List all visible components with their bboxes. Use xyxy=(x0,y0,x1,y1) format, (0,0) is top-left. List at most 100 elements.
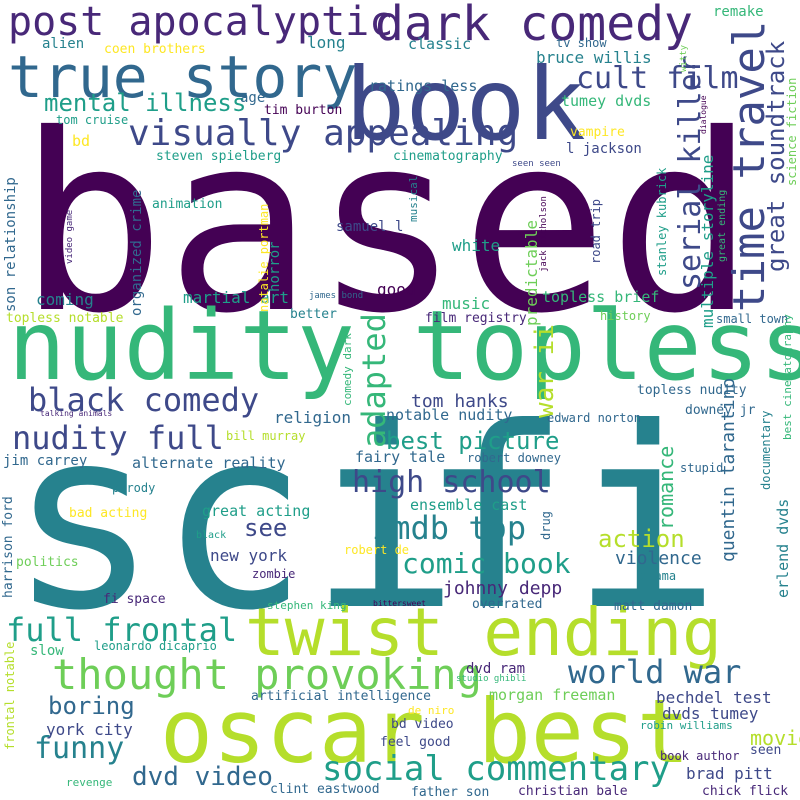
word-dark-comedy: dark comedy xyxy=(375,0,693,52)
word-book-author: book author xyxy=(660,749,740,763)
word-book: book xyxy=(345,46,586,163)
word-best-cinematography: best cinematography xyxy=(781,314,794,440)
word-coen-brothers: coen brothers xyxy=(104,42,206,57)
word-animation: animation xyxy=(152,197,223,212)
word-cinematography: cinematography xyxy=(393,149,503,164)
word-boring: boring xyxy=(48,692,135,720)
word-see: see xyxy=(244,514,288,542)
word-funny: funny xyxy=(34,731,125,766)
word-thought-provoking: thought provoking xyxy=(52,650,482,699)
word-vampire: vampire xyxy=(570,125,625,140)
word-high-school: high school xyxy=(352,465,551,500)
word-zombie: zombie xyxy=(252,567,296,581)
word-based: based xyxy=(18,82,756,367)
word-edward-norton: edward norton xyxy=(547,411,641,425)
word-multiple-storyline: multiple storyline xyxy=(698,154,717,328)
word-clint-eastwood: clint eastwood xyxy=(270,782,380,797)
word-de-niro: de niro xyxy=(408,704,455,717)
word-twist-ending: twist ending xyxy=(245,594,722,671)
word-fi-space: fi space xyxy=(103,592,166,607)
word-music: music xyxy=(442,294,491,313)
word-steven-spielberg: steven spielberg xyxy=(156,149,282,164)
word-good: good xyxy=(377,280,416,299)
word-bd-video: bd video xyxy=(391,717,454,732)
word-history: history xyxy=(600,309,651,323)
word-martial-art: martial art xyxy=(183,288,289,307)
word-movie: movie xyxy=(750,726,800,750)
word-predictable: predictable xyxy=(522,220,541,326)
word-documentary: documentary xyxy=(759,410,773,490)
word-long: long xyxy=(307,33,346,52)
word-l-jackson: l jackson xyxy=(566,141,642,157)
word-robin-williams: robin williams xyxy=(640,719,733,732)
word-parody: parody xyxy=(112,481,156,495)
word-age: age xyxy=(240,90,266,106)
word-fairy-tale: fairy tale xyxy=(355,448,446,466)
word-morgan-freeman: morgan freeman xyxy=(489,686,616,704)
word-chick-flick: chick flick xyxy=(702,784,789,799)
word-erlend-dvds: erlend dvds xyxy=(774,498,792,598)
word-full-frontal: full frontal xyxy=(6,611,238,649)
word-york-city: york city xyxy=(46,720,133,739)
word-stanley-kubrick: stanley kubrick xyxy=(655,167,669,276)
word-quentin-tarantino: quentin tarantino xyxy=(718,377,739,562)
word-father-son: father son xyxy=(411,785,490,800)
word-world-war: world war xyxy=(568,653,742,691)
word-alternate-reality: alternate reality xyxy=(132,454,286,472)
word-notable-nudity: notable nudity xyxy=(386,406,513,424)
word-seen: seen xyxy=(750,743,782,758)
word-bruce-willis: bruce willis xyxy=(536,48,652,67)
word-great-acting: great acting xyxy=(202,502,311,520)
word-oscar-best: oscar best xyxy=(160,680,690,783)
word-drug: drug xyxy=(539,511,553,540)
word-nudity-topless: nudity topless xyxy=(8,290,800,402)
word-mental-illness: mental illness xyxy=(44,89,247,117)
word-dvd-video: dvd video xyxy=(132,762,273,792)
word-topless-nudity: topless nudity xyxy=(637,383,747,398)
word-fi: fi xyxy=(420,374,722,665)
word-ratings-less: ratings less xyxy=(369,77,478,95)
word-witty: witty xyxy=(679,44,689,72)
word-frontal-notable: frontal notable xyxy=(3,641,17,750)
word-studio-ghibli: studio ghibli xyxy=(456,674,527,684)
word-best-picture: best picture xyxy=(386,427,560,455)
word-tom-cruise: tom cruise xyxy=(56,113,129,127)
word-bittersweet: bittersweet xyxy=(373,599,426,608)
word-jack-nicholson: jack nicholson xyxy=(539,196,549,272)
word-son-relationship: son relationship xyxy=(3,177,19,312)
word-true-story: true story xyxy=(8,43,358,111)
word-bad-acting: bad acting xyxy=(69,506,148,521)
word-robert-de: robert de xyxy=(344,543,410,557)
word-imdb-top: imdb top xyxy=(372,509,527,547)
word-alien: alien xyxy=(42,36,85,52)
word-robert-downey: robert downey xyxy=(467,451,561,465)
word-feel-good: feel good xyxy=(380,735,451,750)
word-romance: romance xyxy=(654,445,678,530)
word-film-registry: film registry xyxy=(425,311,527,326)
word-great-ending: great ending xyxy=(717,189,728,262)
word-tv-show: tv show xyxy=(556,36,607,50)
word-dialogue: dialogue xyxy=(699,95,708,134)
word-social-commentary: social commentary xyxy=(322,749,670,789)
word-johnny-depp: johnny depp xyxy=(443,578,563,599)
word-talking-animals: talking animals xyxy=(40,409,113,418)
word-black: black xyxy=(196,530,227,541)
word-comic-book: comic book xyxy=(402,547,571,580)
word-samuel-l: samuel l xyxy=(336,219,404,235)
word-matt-damon: matt damon xyxy=(614,599,693,614)
word-science-fiction: science fiction xyxy=(785,77,799,186)
word-artificial-intelligence: artificial intelligence xyxy=(251,689,432,704)
word-politics: politics xyxy=(16,555,79,570)
word-stephen-king: stephen king xyxy=(267,599,347,612)
word-religion: religion xyxy=(274,408,352,427)
word-black-comedy: black comedy xyxy=(28,381,260,419)
word-small-town: small town xyxy=(716,312,789,326)
word-slow: slow xyxy=(30,643,64,659)
word-road-trip: road trip xyxy=(589,198,603,264)
word-revenge: revenge xyxy=(66,776,113,789)
word-war-ii: war ii xyxy=(530,324,560,418)
word-post-apocalyptic: post apocalyptic xyxy=(8,0,394,45)
word-coming: coming xyxy=(36,290,94,309)
word-leonardo-dicaprio: leonardo dicaprio xyxy=(94,639,217,653)
